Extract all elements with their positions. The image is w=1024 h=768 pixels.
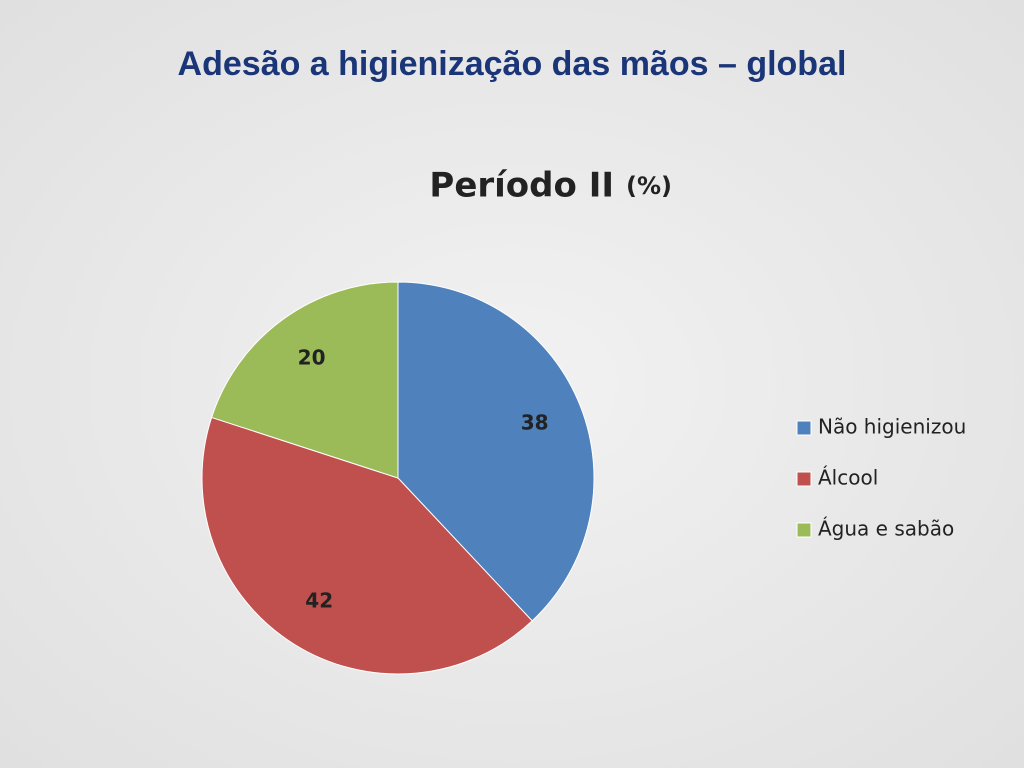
pie-slice [397, 281, 595, 622]
legend-label: Água e sabão [818, 517, 954, 541]
legend-swatch [796, 420, 812, 436]
legend-label: Não higienizou [818, 415, 966, 439]
slide-title: Adesão a higienização das mãos – global [178, 45, 847, 83]
chart-title: Período II [429, 166, 614, 206]
data-label: 42 [305, 589, 333, 613]
data-label: 20 [298, 346, 326, 370]
legend-swatch [796, 522, 812, 538]
pie-slice [210, 281, 399, 479]
chart-subtitle: (%) [626, 172, 672, 200]
legend-swatch [796, 471, 812, 487]
data-label: 38 [521, 410, 549, 434]
legend-label: Álcool [818, 466, 878, 490]
pie-slice [201, 416, 533, 675]
